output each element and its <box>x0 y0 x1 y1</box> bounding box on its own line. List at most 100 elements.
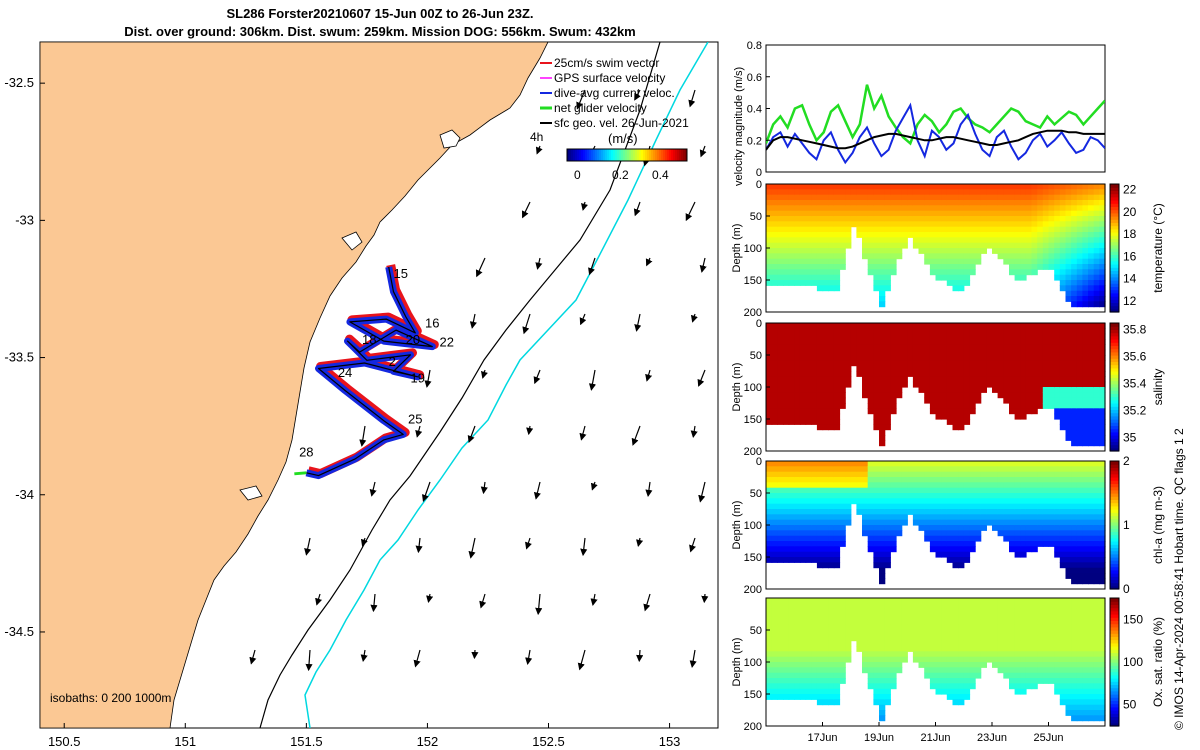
section-colorbar-cell <box>1110 512 1119 516</box>
section-colorbar-tick: 50 <box>1123 698 1137 712</box>
section-cell <box>1025 387 1033 393</box>
section-cell <box>788 688 795 695</box>
section-cell <box>963 365 971 372</box>
section-cell <box>816 226 824 233</box>
colorbar-cell <box>633 149 636 161</box>
section-cell <box>1003 349 1010 356</box>
map-ytick-label: -33.5 <box>4 350 34 365</box>
section-cell <box>777 608 784 615</box>
section-cell <box>771 667 778 674</box>
section-cell <box>777 349 784 356</box>
section-cell <box>1009 466 1016 473</box>
colorbar-cell <box>683 149 686 161</box>
section-cell <box>969 619 976 626</box>
section-cell <box>901 371 908 377</box>
section-cell <box>1099 710 1106 716</box>
section-cell <box>879 503 886 510</box>
section-cell <box>992 371 999 377</box>
section-colorbar-cell <box>1110 687 1119 692</box>
section-cell <box>862 635 869 642</box>
section-cell <box>766 413 773 420</box>
section-colorbar-cell <box>1110 489 1119 494</box>
section-cell <box>918 509 925 515</box>
section-cell <box>890 598 897 604</box>
section-cell <box>997 328 1004 335</box>
section-cell <box>941 226 948 233</box>
section-cell <box>963 608 971 615</box>
section-cell <box>766 408 773 415</box>
section-cell <box>980 619 987 626</box>
section-cell <box>850 461 858 467</box>
section-cell <box>1020 471 1027 478</box>
section-cell <box>833 184 841 190</box>
section-cell <box>1020 509 1027 515</box>
section-cell <box>935 498 942 505</box>
section-cell <box>771 355 778 361</box>
section-cell <box>766 525 773 531</box>
section-cell <box>777 269 784 276</box>
section-cell <box>1031 608 1038 615</box>
section-cell <box>1020 376 1027 383</box>
section-colorbar-cell <box>1110 604 1119 609</box>
section-cell <box>873 381 880 388</box>
section-cell <box>958 194 965 201</box>
time-tick-label: 21Jun <box>921 732 951 744</box>
section-cell <box>1088 471 1095 478</box>
section-cell <box>1025 662 1033 668</box>
section-cell <box>822 424 829 431</box>
section-cell <box>924 360 931 367</box>
section-cell <box>935 253 942 260</box>
section-cell <box>1014 471 1021 478</box>
section-cell <box>1020 237 1027 244</box>
section-cell <box>1099 242 1106 249</box>
section-cell <box>828 387 835 393</box>
section-cell <box>1076 264 1084 270</box>
section-cell <box>1065 339 1072 345</box>
section-cell <box>918 194 925 201</box>
section-cell <box>777 672 784 679</box>
section-colorbar-cell <box>1110 203 1119 207</box>
section-cell <box>929 248 937 254</box>
section-cell <box>1076 461 1084 467</box>
section-cell <box>794 355 801 361</box>
section-cell <box>1014 408 1021 415</box>
section-cell <box>1054 614 1061 620</box>
section-cell <box>1009 519 1016 526</box>
section-cell <box>805 339 812 345</box>
section-cell <box>799 619 807 626</box>
section-cell <box>1071 392 1078 399</box>
section-cell <box>884 551 891 558</box>
section-cell <box>833 274 841 281</box>
section-cell <box>816 546 824 553</box>
section-cell <box>986 355 993 361</box>
section-cell <box>783 419 790 425</box>
section-cell <box>1076 573 1084 579</box>
current-vector <box>645 481 653 498</box>
section-cell <box>907 189 914 196</box>
section-cell <box>1054 493 1061 499</box>
section-cell <box>771 461 778 467</box>
section-cell <box>805 258 812 265</box>
section-cell <box>879 237 886 244</box>
section-cell <box>833 493 841 499</box>
section-cell <box>805 603 812 610</box>
speed-colorbar <box>566 148 688 162</box>
section-cell <box>788 466 795 473</box>
section-cell <box>788 598 795 604</box>
section-cell <box>879 413 886 420</box>
section-cell <box>777 603 784 610</box>
section-cell <box>1088 525 1095 531</box>
section-cell <box>929 381 937 388</box>
section-cell <box>963 200 971 206</box>
section-cell <box>884 477 891 483</box>
section-cell <box>816 461 824 467</box>
section-cell <box>1093 519 1100 526</box>
section-cell <box>828 221 835 228</box>
section-cell <box>845 614 852 620</box>
section-colorbar-cell <box>1110 655 1119 660</box>
section-cell <box>952 339 959 345</box>
section-cell <box>1099 688 1106 695</box>
section-cell <box>1025 184 1033 190</box>
section-cell <box>811 258 818 265</box>
section-cell <box>1048 344 1055 351</box>
